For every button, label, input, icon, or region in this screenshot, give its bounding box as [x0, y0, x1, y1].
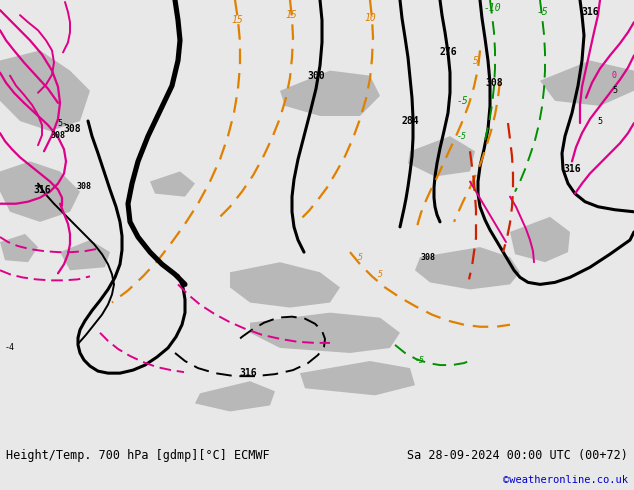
Text: 5: 5 [597, 117, 602, 125]
Text: 316: 316 [33, 185, 51, 195]
Text: 5: 5 [377, 270, 382, 279]
Polygon shape [60, 240, 110, 270]
Polygon shape [0, 161, 80, 222]
Text: 5: 5 [473, 55, 479, 66]
Polygon shape [408, 136, 475, 176]
Text: 5-: 5- [57, 119, 67, 127]
Polygon shape [250, 313, 400, 353]
Text: Height/Temp. 700 hPa [gdmp][°C] ECMWF: Height/Temp. 700 hPa [gdmp][°C] ECMWF [6, 448, 270, 462]
Polygon shape [300, 361, 415, 395]
Text: 300: 300 [307, 71, 325, 81]
Text: 308: 308 [63, 124, 81, 134]
Text: -5: -5 [536, 7, 548, 17]
Text: ©weatheronline.co.uk: ©weatheronline.co.uk [503, 475, 628, 486]
Polygon shape [280, 71, 380, 116]
Text: 15: 15 [231, 15, 243, 25]
Text: 5: 5 [358, 253, 363, 262]
Text: 0: 0 [612, 71, 616, 80]
Polygon shape [540, 60, 634, 106]
Text: 316: 316 [581, 7, 598, 17]
Text: 276: 276 [439, 48, 457, 57]
Text: 10: 10 [364, 13, 376, 23]
Text: -10: -10 [483, 3, 501, 13]
Polygon shape [195, 381, 275, 412]
Polygon shape [150, 172, 195, 196]
Text: Sa 28-09-2024 00:00 UTC (00+72): Sa 28-09-2024 00:00 UTC (00+72) [407, 448, 628, 462]
Text: 316: 316 [563, 165, 581, 174]
Text: 5: 5 [612, 86, 618, 95]
Text: -5: -5 [415, 356, 425, 365]
Text: 284: 284 [401, 116, 419, 126]
Polygon shape [0, 234, 38, 262]
Text: 308: 308 [51, 131, 65, 140]
Text: 15: 15 [285, 10, 297, 20]
Text: -5: -5 [457, 132, 467, 141]
Polygon shape [415, 247, 520, 290]
Text: 316: 316 [239, 368, 257, 378]
Polygon shape [0, 50, 90, 131]
Polygon shape [510, 217, 570, 262]
Text: 308: 308 [420, 253, 436, 262]
Text: 308: 308 [77, 182, 91, 191]
Text: -5: -5 [456, 96, 468, 106]
Text: -4: -4 [5, 343, 15, 352]
Text: 308: 308 [485, 78, 503, 88]
Polygon shape [230, 262, 340, 308]
